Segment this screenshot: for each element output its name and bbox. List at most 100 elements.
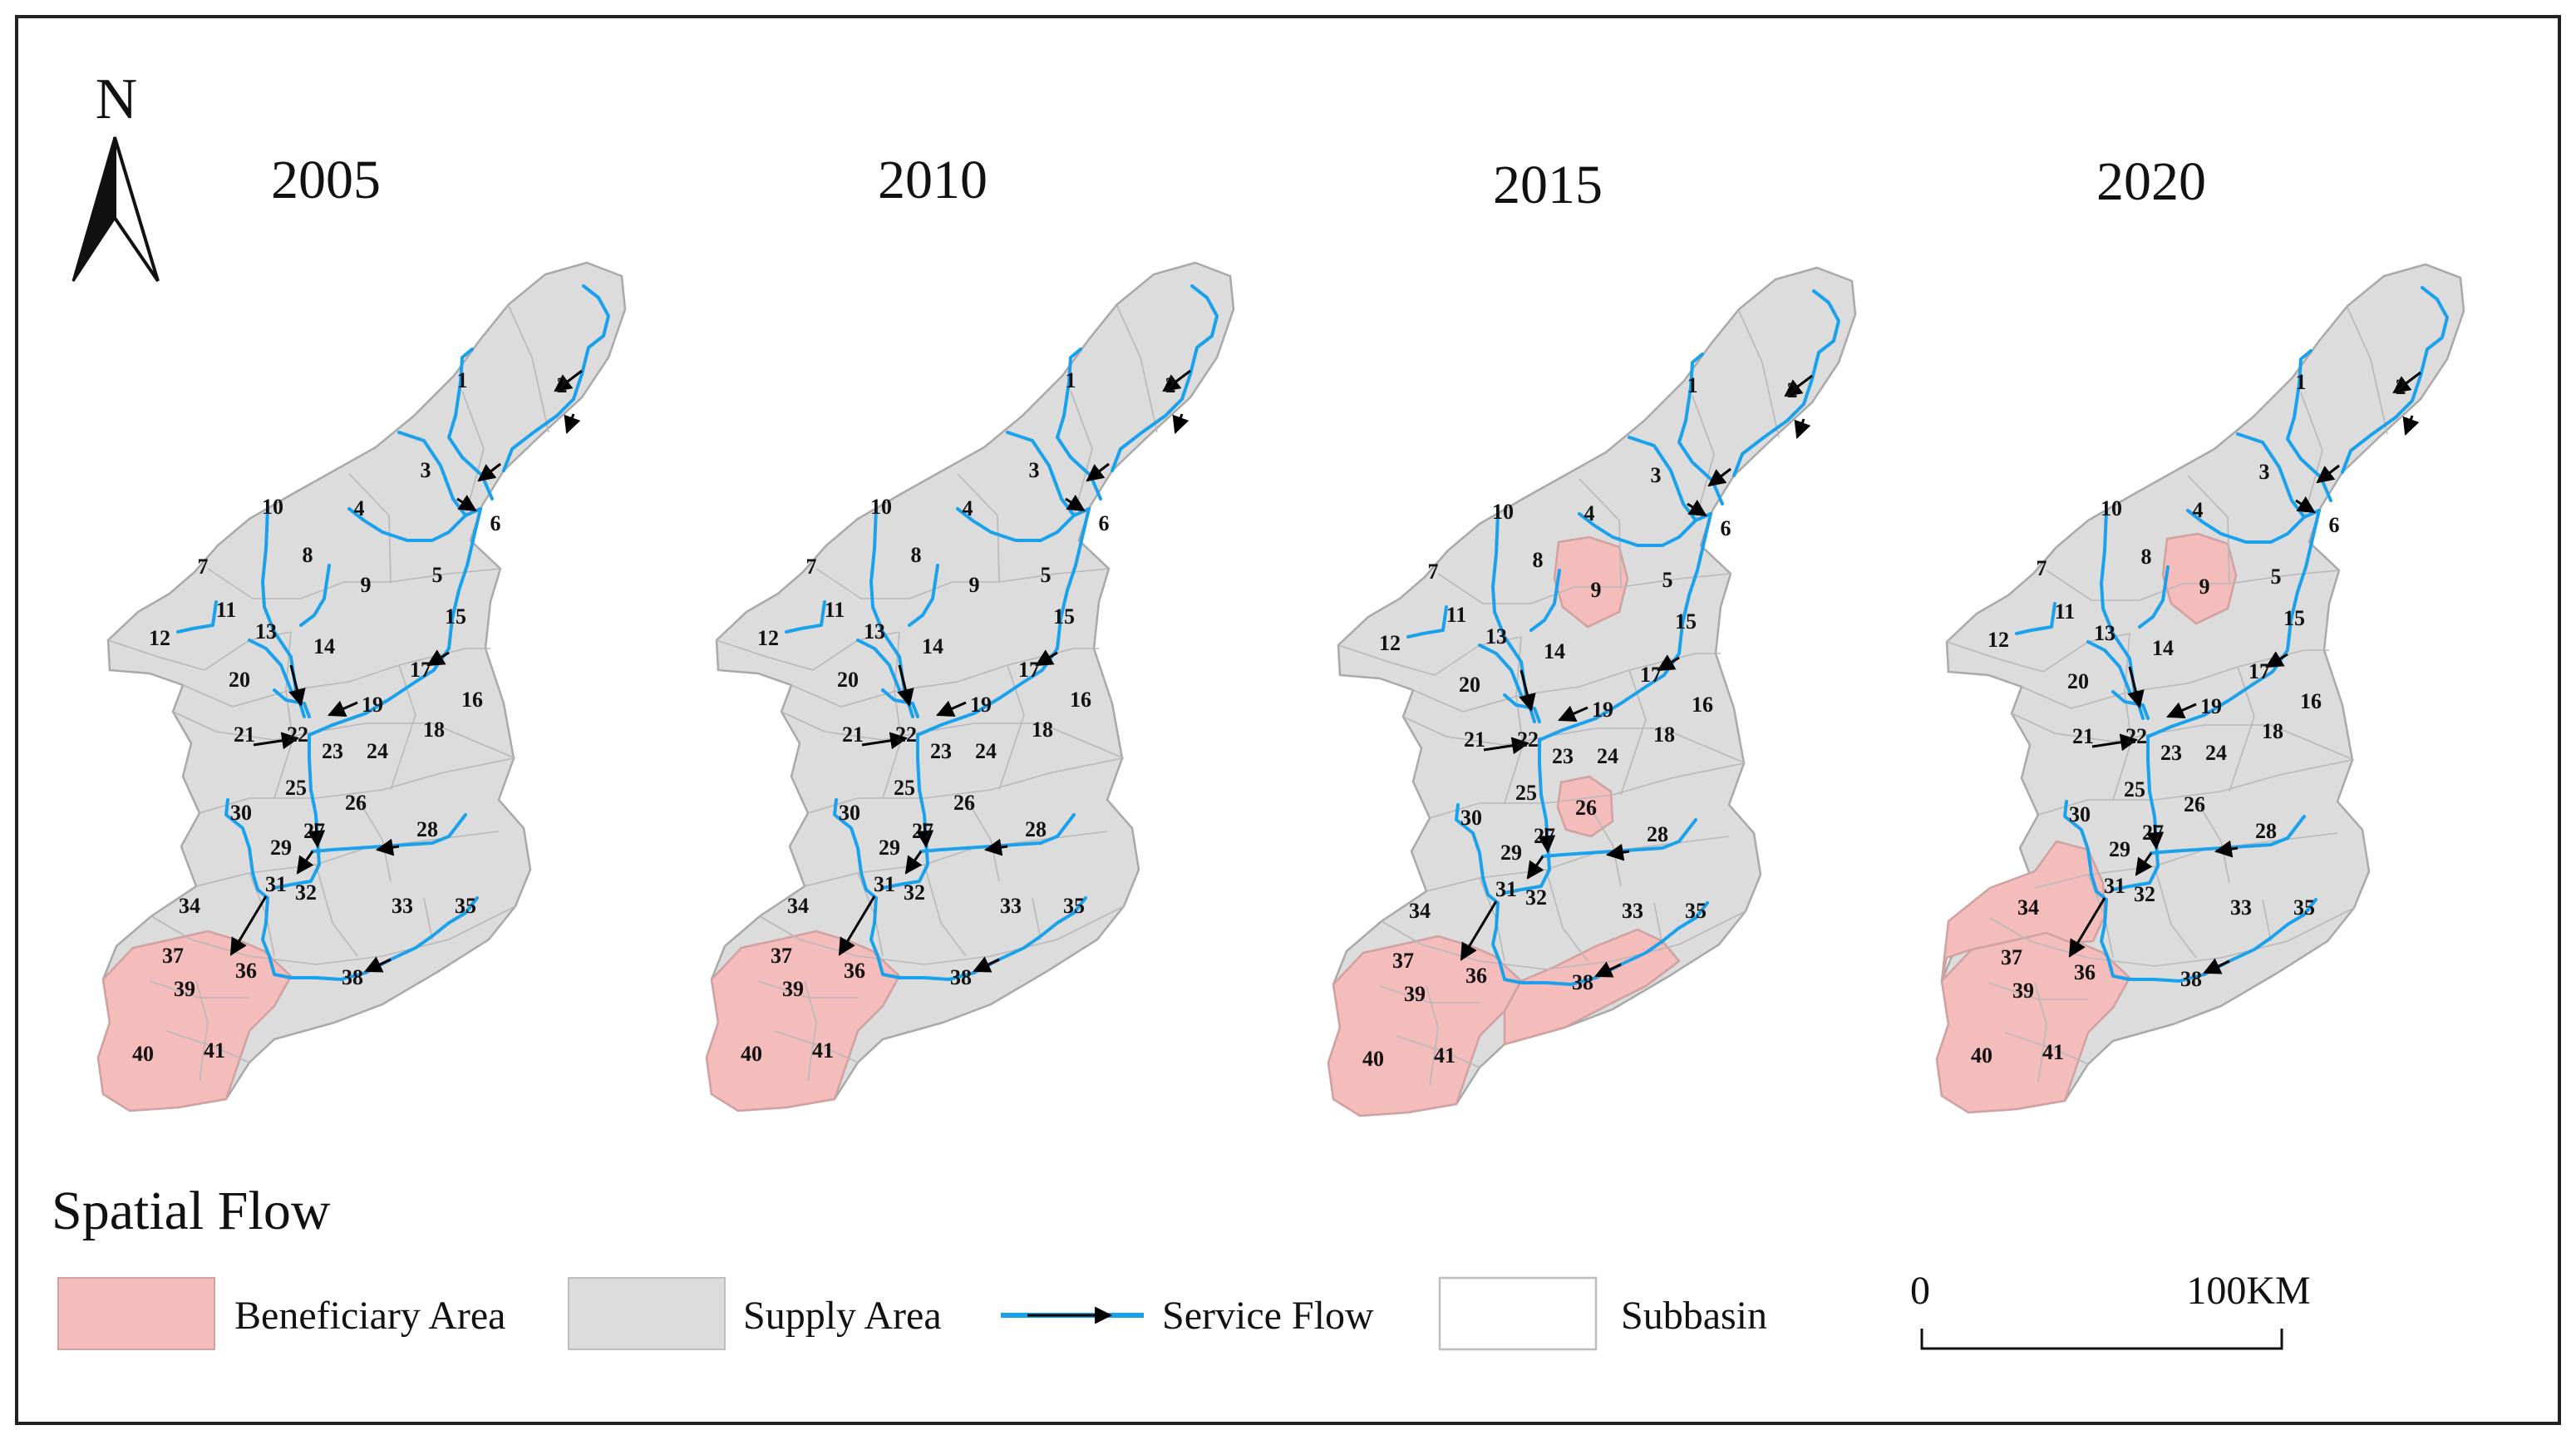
subbasin-label-15: 15 [2283,606,2305,630]
flow-arrow [1687,499,1707,517]
subbasin-label-22: 22 [895,722,917,747]
north-arrow-icon [71,136,116,282]
subbasin-label-19: 19 [970,693,992,717]
subbasin-label-9: 9 [361,573,372,597]
subbasin-label-24: 24 [367,739,388,763]
subbasin-label-2: 2 [1165,373,1176,397]
subbasin-label-23: 23 [322,739,343,763]
subbasin-label-39: 39 [1404,982,1426,1006]
subbasin-label-34: 34 [1409,899,1431,923]
flow-arrow [1519,669,1536,713]
subbasin-label-1: 1 [1066,368,1076,392]
subbasin-label-34: 34 [179,894,200,918]
legend-label-flow: Service Flow [1162,1294,1374,1338]
flow-arrow [1172,413,1189,434]
flow-arrow [936,700,967,717]
north-label: N [96,67,138,131]
scale-start-label: 0 [1910,1269,1930,1313]
subbasin-label-12: 12 [1379,631,1401,655]
subbasin-label-11: 11 [216,598,237,622]
subbasin-label-20: 20 [1459,673,1480,697]
subbasin-label-27: 27 [1534,824,1555,848]
flow-arrow [1605,843,1630,861]
subbasin-label-26: 26 [953,791,975,815]
subbasin-label-26: 26 [1575,796,1597,820]
flow-arrow [2166,702,2197,718]
subbasin-label-31: 31 [874,872,895,896]
subbasin-label-7: 7 [1428,560,1439,584]
subbasin-label-39: 39 [174,977,195,1001]
panel-year-2020: 2020 [2096,151,2206,212]
subbasin-label-9: 9 [969,573,980,597]
flow-arrow [288,664,306,708]
service-flow-arrows [1460,374,1813,978]
subbasin-label-32: 32 [295,880,317,905]
subbasin-label-37: 37 [771,944,792,968]
flow-arrow [2295,496,2316,514]
subbasin-label-27: 27 [303,819,325,843]
subbasin-label-10: 10 [1492,500,1514,524]
subbasin-label-13: 13 [255,619,277,644]
flow-arrow [1784,374,1813,397]
subbasin-label-28: 28 [1647,822,1668,846]
subbasin-label-7: 7 [806,555,817,579]
subbasin-label-20: 20 [2067,669,2089,693]
flow-arrow [2203,958,2230,974]
beneficiary-area-34 [1940,840,2106,982]
flow-arrow [2127,666,2145,709]
subbasin-label-32: 32 [904,880,925,905]
flow-arrow [477,462,501,482]
subbasin-label-13: 13 [1485,624,1507,648]
flow-arrow [1065,494,1086,512]
subbasin-label-35: 35 [2293,895,2315,920]
subbasin-label-4: 4 [1584,501,1595,525]
subbasin-label-18: 18 [2262,719,2283,743]
subbasin-label-12: 12 [757,626,779,650]
flow-arrow [364,956,392,973]
legend-swatch-beneficiary [57,1277,215,1350]
service-flow-rivers [2015,286,2449,983]
subbasin-label-33: 33 [1000,894,1022,918]
flow-arrow [229,895,268,956]
subbasin-label-16: 16 [1692,693,1713,717]
flow-arrow [554,369,583,392]
beneficiary-area-south [1327,935,1523,1117]
subbasin-label-2: 2 [2396,375,2406,399]
subbasin-label-28: 28 [1025,817,1047,841]
subbasin-label-40: 40 [132,1042,154,1066]
beneficiary-area-south [705,930,901,1112]
subbasin-label-16: 16 [461,688,483,712]
scale-end-label: 100KM [2186,1269,2310,1313]
subbasin-label-25: 25 [285,776,307,800]
subbasin-label-5: 5 [432,563,443,587]
subbasin-label-8: 8 [2141,545,2152,569]
legend-swatch-subbasin [1438,1276,1598,1351]
subbasin-label-5: 5 [2271,565,2282,589]
subbasin-label-22: 22 [2125,724,2147,748]
subbasin-label-36: 36 [235,959,257,983]
subbasin-label-14: 14 [1544,639,1565,663]
beneficiary-area-south [96,930,293,1112]
subbasin-label-10: 10 [262,495,283,519]
figure-frame [15,15,2561,1425]
subbasin-label-25: 25 [1515,781,1537,805]
subbasin-label-41: 41 [204,1038,225,1063]
service-flow-rivers [176,284,610,981]
subbasin-label-41: 41 [1434,1043,1455,1068]
subbasin-label-18: 18 [423,718,445,742]
subbasin-label-6: 6 [490,511,501,535]
subbasin-label-29: 29 [270,836,292,860]
subbasin-label-33: 33 [2230,895,2252,920]
subbasin-label-33: 33 [1622,899,1643,923]
subbasin-label-20: 20 [229,668,250,692]
panel-year-2010: 2010 [878,150,988,210]
subbasin-label-14: 14 [313,634,335,658]
subbasin-label-27: 27 [2142,821,2164,845]
subbasin-label-41: 41 [812,1038,834,1063]
subbasin-label-38: 38 [342,965,363,989]
